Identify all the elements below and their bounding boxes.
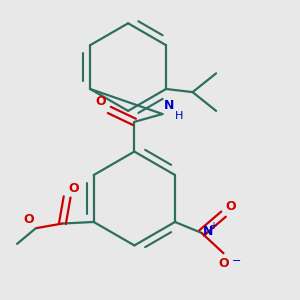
Text: O: O (96, 95, 106, 108)
Text: O: O (218, 257, 229, 270)
Text: O: O (24, 213, 34, 226)
Text: O: O (225, 200, 236, 213)
Text: −: − (232, 256, 242, 266)
Text: H: H (174, 111, 183, 121)
Text: N: N (203, 225, 214, 238)
Text: +: + (209, 221, 217, 231)
Text: N: N (164, 98, 174, 112)
Text: O: O (69, 182, 79, 195)
